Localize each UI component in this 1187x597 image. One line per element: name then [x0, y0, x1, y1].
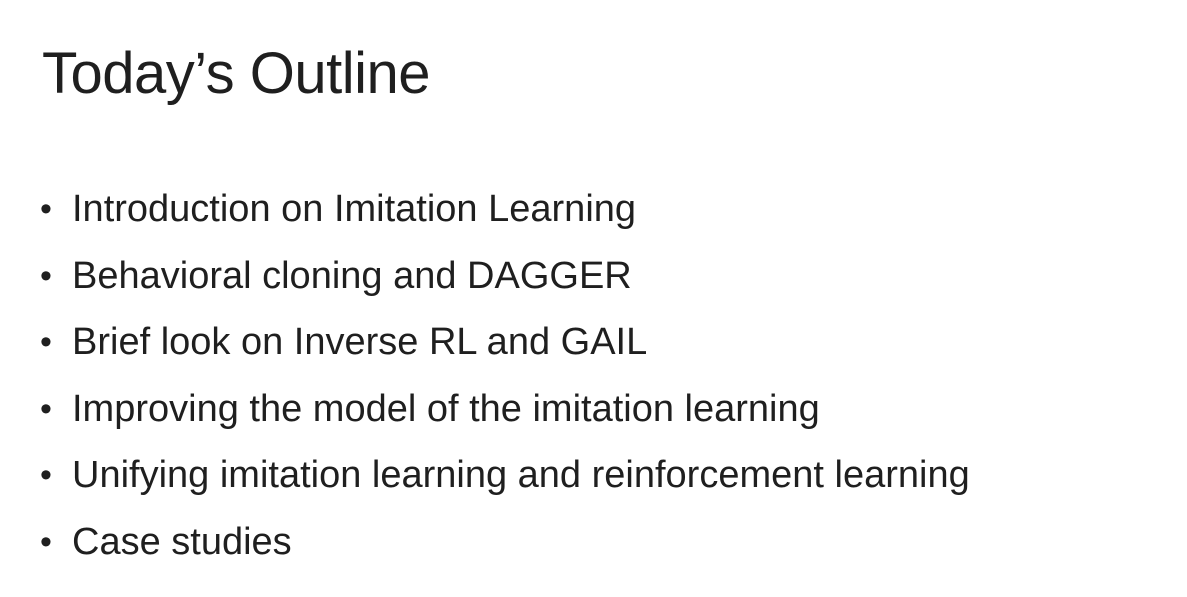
bullet-item: • Improving the model of the imitation le…	[40, 376, 970, 443]
bullet-item: • Unifying imitation learning and reinfor…	[40, 442, 970, 509]
bullet-dot-icon: •	[40, 256, 52, 295]
bullet-dot-icon: •	[40, 389, 52, 428]
slide-title: Today’s Outline	[42, 41, 431, 106]
bullet-text: Case studies	[72, 520, 292, 563]
bullet-dot-icon: •	[40, 456, 52, 495]
bullet-text: Improving the model of the imitation lea…	[72, 387, 820, 430]
bullet-item: • Brief look on Inverse RL and GAIL	[40, 309, 970, 376]
bullet-item: • Introduction on Imitation Learning	[40, 176, 970, 243]
bullet-dot-icon: •	[40, 323, 52, 362]
bullet-text: Behavioral cloning and DAGGER	[72, 254, 632, 297]
bullet-item: • Case studies	[40, 509, 970, 576]
bullet-list: • Introduction on Imitation Learning • Beh…	[40, 176, 970, 576]
bullet-text: Introduction on Imitation Learning	[72, 188, 637, 230]
bullet-text: Brief look on Inverse RL and GAIL	[72, 321, 648, 364]
bullet-dot-icon: •	[40, 522, 52, 561]
bullet-dot-icon: •	[40, 190, 52, 228]
bullet-text: Unifying imitation learning and reinforc…	[72, 454, 970, 497]
bullet-item: • Behavioral cloning and DAGGER	[40, 243, 970, 310]
